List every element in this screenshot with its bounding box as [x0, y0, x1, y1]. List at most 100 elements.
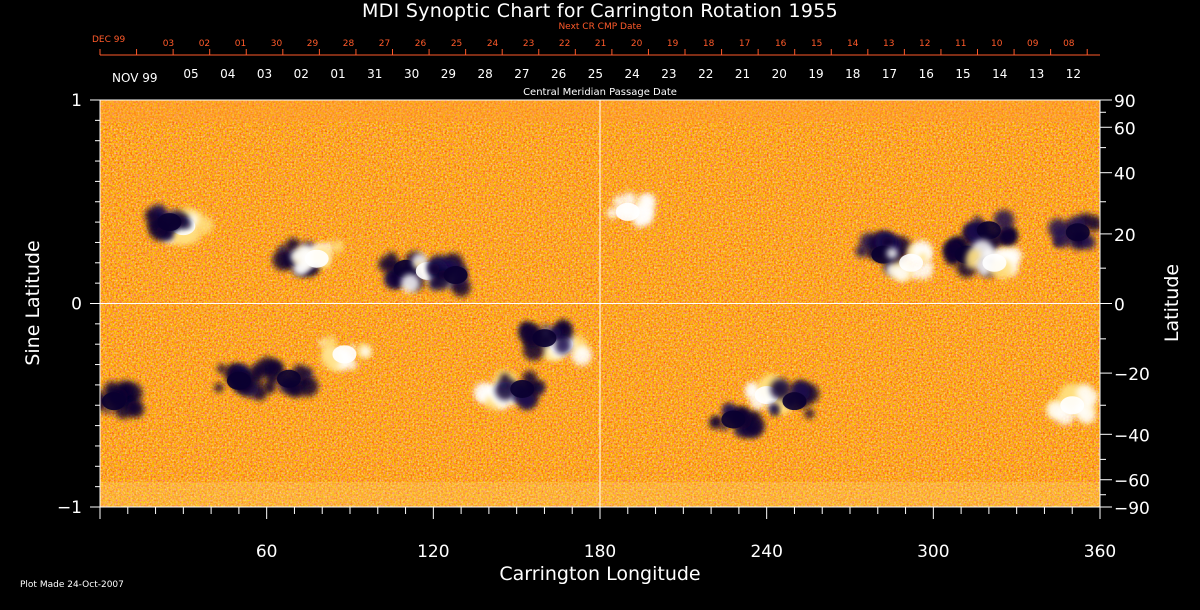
top-axis-tick-label: 19: [667, 39, 679, 49]
region-speck: [290, 250, 303, 263]
second-axis-tick-label: 30: [404, 67, 419, 81]
y-right-tick-label: 60: [1114, 119, 1136, 139]
chart-axes: 60 120 180 240 300 36010−1906040200−20−40−60−…: [57, 35, 1150, 562]
second-axis-tick-label: 21: [735, 67, 750, 81]
region-core: [393, 259, 418, 278]
second-axis-tick-label: 14: [992, 67, 1007, 81]
region-speck: [285, 238, 302, 254]
region-core: [976, 221, 1001, 240]
active-region-positive: [1046, 383, 1099, 426]
top-axis-tick-label: 17: [739, 39, 750, 49]
region-speck: [554, 338, 571, 355]
active-region-positive: [606, 192, 656, 228]
second-axis-tick-label: 25: [588, 67, 603, 81]
plot-made-note: Plot Made 24-Oct-2007: [20, 580, 124, 590]
y-right-tick-label: 40: [1114, 165, 1136, 185]
region-speck: [184, 221, 191, 229]
region-core: [721, 410, 746, 429]
region-speck: [575, 345, 588, 359]
top-axis-tick-label: 23: [523, 39, 534, 49]
x-tick-label: 60: [256, 542, 278, 562]
region-speck: [195, 216, 214, 235]
region-speck: [640, 194, 656, 210]
region-speck: [250, 363, 266, 378]
active-region-positive: [885, 240, 933, 282]
active-region-negative: [769, 378, 820, 419]
next-cr-cmp-date-label: Next CR CMP Date: [558, 22, 642, 32]
x-tick-label: 360: [1084, 542, 1116, 562]
region-speck: [855, 245, 868, 258]
chart-title: MDI Synoptic Chart for Carrington Rotati…: [361, 0, 839, 22]
y-axis-label-left: Sine Latitude: [22, 240, 44, 366]
second-axis-tick-label: 20: [772, 67, 787, 81]
region-core: [532, 329, 557, 348]
region-core: [157, 213, 182, 232]
top-axis-tick-label: 14: [847, 39, 859, 49]
top-axis-tick-label: 30: [271, 39, 283, 49]
region-core: [899, 253, 924, 272]
region-core: [276, 369, 301, 388]
second-axis-tick-label: 24: [625, 67, 640, 81]
region-core: [443, 266, 468, 285]
region-speck: [217, 364, 227, 374]
second-axis-tick-label: 01: [330, 67, 345, 81]
y-axis-label-right: Latitude: [1161, 263, 1183, 343]
second-axis-tick-label: 26: [551, 67, 566, 81]
region-speck: [495, 379, 516, 401]
second-axis-tick-label: 23: [661, 67, 676, 81]
region-speck: [998, 229, 1014, 244]
region-speck: [709, 416, 722, 430]
region-speck: [386, 251, 397, 263]
y-right-tick-label: −40: [1114, 426, 1150, 446]
second-axis-tick-label: 31: [367, 67, 382, 81]
top-axis-tick-label: 16: [775, 39, 787, 49]
second-axis-month-label: NOV 99: [112, 71, 158, 85]
top-axis-tick-label: 15: [811, 39, 822, 49]
top-axis-tick-label: 08: [1063, 39, 1075, 49]
region-core: [1060, 396, 1085, 415]
region-speck: [127, 400, 145, 418]
top-axis-tick-label: 03: [163, 39, 174, 49]
region-core: [982, 253, 1007, 272]
region-speck: [265, 383, 276, 394]
x-tick-label: 300: [917, 542, 949, 562]
region-speck: [881, 236, 894, 249]
y-right-tick-label: −90: [1114, 499, 1150, 519]
active-region-negative: [214, 363, 268, 401]
x-tick-label: 180: [584, 542, 616, 562]
active-regions: [100, 192, 1100, 438]
top-axis-tick-label: 12: [919, 39, 930, 49]
region-speck: [500, 373, 510, 384]
active-region-negative: [518, 319, 574, 361]
second-axis-tick-label: 19: [808, 67, 823, 81]
y-right-tick-label: 90: [1114, 92, 1136, 112]
region-speck: [1048, 218, 1068, 238]
region-speck: [296, 263, 308, 275]
region-speck: [428, 263, 440, 275]
x-tick-label: 240: [750, 542, 782, 562]
region-core: [1065, 223, 1090, 242]
top-axis-tick-label: 21: [595, 39, 606, 49]
top-axis-tick-label: 22: [559, 39, 570, 49]
y-right-tick-label: 20: [1114, 226, 1136, 246]
x-tick-label: 120: [417, 542, 449, 562]
top-axis-tick-label: 13: [883, 39, 894, 49]
region-speck: [272, 249, 294, 271]
region-speck: [451, 282, 459, 290]
active-region-negative: [495, 370, 545, 410]
top-axis-tick-label: 02: [199, 39, 210, 49]
second-axis-tick-label: 15: [955, 67, 970, 81]
active-region-negative: [709, 402, 765, 438]
region-speck: [537, 381, 545, 388]
second-axis-tick-label: 03: [257, 67, 272, 81]
region-speck: [323, 335, 337, 350]
y-left-tick-label: 0: [71, 295, 82, 315]
region-core: [510, 379, 535, 398]
region-speck: [255, 380, 263, 388]
active-region-negative: [1048, 213, 1100, 250]
region-speck: [214, 382, 224, 393]
second-axis-tick-label: 16: [919, 67, 934, 81]
top-axis-tick-label: 26: [415, 39, 427, 49]
second-axis-tick-label: 18: [845, 67, 860, 81]
second-axis-tick-label: 12: [1066, 67, 1081, 81]
